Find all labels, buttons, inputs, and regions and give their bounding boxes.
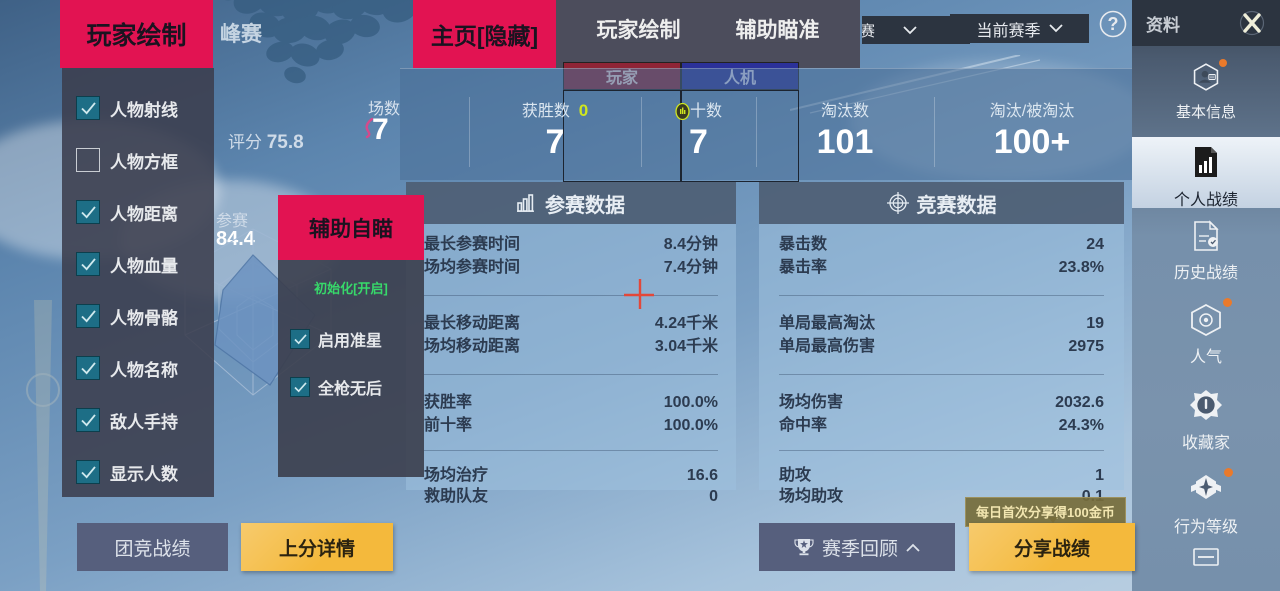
svg-text:?: ?: [1108, 14, 1119, 34]
